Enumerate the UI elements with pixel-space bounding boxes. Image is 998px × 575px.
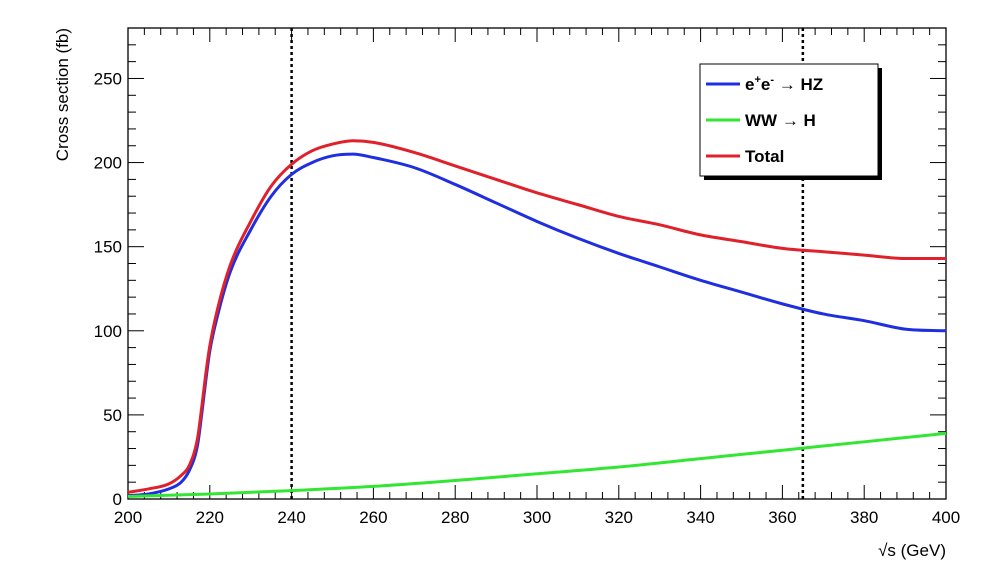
tick-labels: 200 220 240 260 280 300 320 340 360 380 400 0 50 100 1…: [94, 69, 961, 527]
y-axis-title: Cross section (fb): [53, 28, 72, 161]
series-line-0: [127, 152, 947, 498]
x-tick-label: 320: [605, 508, 633, 527]
y-tick-label: 100: [94, 322, 122, 341]
x-tick-label: 260: [359, 508, 387, 527]
legend: e+e- → HZ WW → H Total: [699, 63, 882, 180]
series-lines: [127, 139, 947, 498]
x-tick-label: 200: [114, 508, 142, 527]
y-tick-label: 150: [94, 238, 122, 257]
x-tick-label: 300: [523, 508, 551, 527]
y-tick-label: 250: [94, 69, 122, 88]
y-tick-label: 50: [103, 406, 122, 425]
legend-label: Total: [745, 147, 784, 166]
x-tick-label: 360: [768, 508, 796, 527]
legend-label: e+e- → HZ: [745, 74, 823, 94]
legend-label: WW → H: [745, 111, 816, 130]
ticks: [127, 27, 947, 500]
series-line-1: [127, 431, 947, 498]
x-tick-label: 400: [932, 508, 960, 527]
series-line-2: [127, 139, 946, 494]
x-axis-title: √s (GeV): [878, 541, 946, 560]
y-tick-label: 200: [94, 154, 122, 173]
x-tick-label: 240: [277, 508, 305, 527]
x-tick-label: 380: [850, 508, 878, 527]
x-tick-label: 340: [686, 508, 714, 527]
x-tick-label: 280: [441, 508, 469, 527]
x-tick-label: 220: [196, 508, 224, 527]
y-tick-label: 0: [113, 490, 122, 509]
